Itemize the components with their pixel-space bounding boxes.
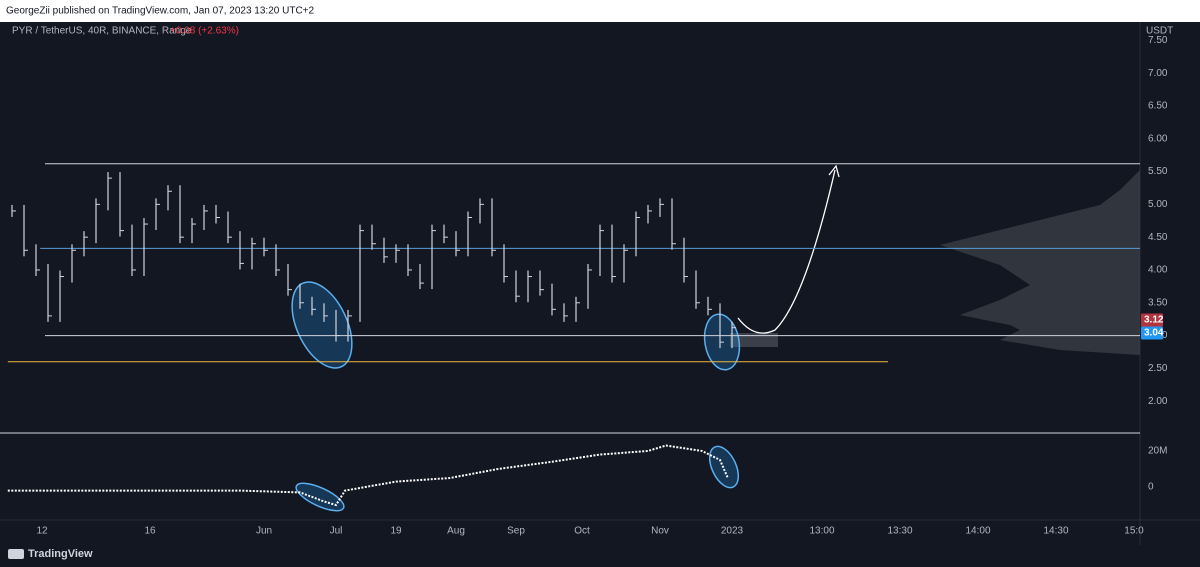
range-box (730, 333, 778, 347)
x-tick-label: 14:00 (965, 526, 990, 537)
x-tick-label: Aug (447, 526, 465, 537)
x-tick-label: 12 (36, 526, 48, 537)
y-tick-label: 20M (1148, 446, 1167, 457)
y-tick-label: 7.00 (1148, 68, 1168, 79)
price-label-box (1141, 313, 1163, 327)
symbol: PYR / TetherUS, 40R, BINANCE, Range (12, 26, 192, 37)
projection-arrow (737, 169, 836, 334)
x-tick-label: Jun (256, 526, 272, 537)
price-label: 3.12 (1144, 315, 1164, 326)
currency: USDT (1146, 26, 1173, 37)
x-tick-label: Oct (574, 526, 590, 537)
logo (8, 549, 24, 559)
publisher: GeorgeZii published on TradingView.com, … (6, 6, 315, 17)
x-tick-label: 14:30 (1043, 526, 1068, 537)
x-tick-label: 15:0 (1124, 526, 1144, 537)
y-tick-label: 5.00 (1148, 199, 1168, 210)
y-tick-label: 2.50 (1148, 363, 1168, 374)
brand: TradingView (28, 548, 93, 560)
x-tick-label: 2023 (721, 526, 744, 537)
x-tick-label: Nov (651, 526, 669, 537)
y-tick-label: 6.00 (1148, 133, 1168, 144)
y-tick-label: 2.00 (1148, 396, 1168, 407)
change: +0.08 (+2.63%) (170, 26, 239, 37)
y-tick-label: 0 (1148, 482, 1154, 493)
y-tick-label: 3.50 (1148, 297, 1168, 308)
y-tick-label: 5.50 (1148, 166, 1168, 177)
top-bar (0, 0, 1200, 22)
x-tick-label: 16 (144, 526, 156, 537)
y-tick-label: 4.00 (1148, 265, 1168, 276)
arrow-head (828, 164, 840, 178)
price-label: 3.04 (1144, 328, 1164, 339)
volume-profile (940, 170, 1140, 355)
y-tick-label: 4.50 (1148, 232, 1168, 243)
price-label-box (1141, 326, 1163, 340)
x-tick-label: Sep (507, 526, 525, 537)
x-tick-label: 19 (390, 526, 402, 537)
indicator-line (7, 444, 729, 507)
x-tick-label: Jul (330, 526, 343, 537)
y-tick-label: 6.50 (1148, 101, 1168, 112)
x-tick-label: 13:00 (809, 526, 834, 537)
y-tick-label: 7.50 (1148, 35, 1168, 46)
x-tick-label: 13:30 (887, 526, 912, 537)
